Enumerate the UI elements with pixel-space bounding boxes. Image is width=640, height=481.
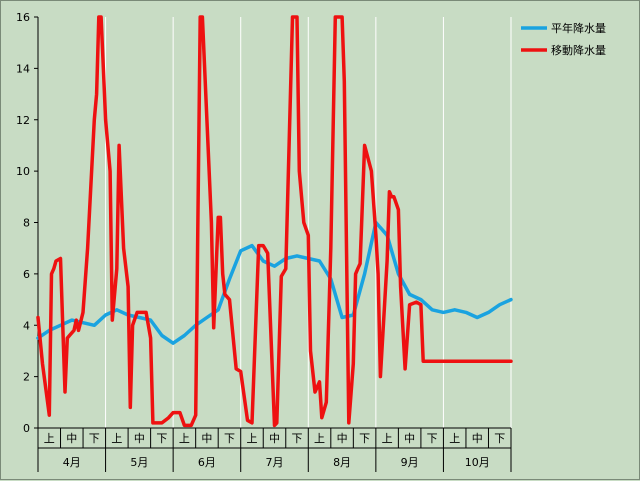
- x-period-label: 下: [292, 432, 303, 445]
- x-period-label: 上: [246, 432, 257, 445]
- x-period-label: 中: [404, 432, 415, 445]
- x-period-label: 下: [89, 432, 100, 445]
- y-tick-label: 10: [16, 165, 30, 178]
- x-period-label: 下: [156, 432, 167, 445]
- x-month-label: 6月: [198, 456, 216, 469]
- x-period-label: 上: [382, 432, 393, 445]
- x-period-label: 下: [494, 432, 505, 445]
- x-period-label: 中: [201, 432, 212, 445]
- x-period-label: 下: [359, 432, 370, 445]
- y-tick-label: 12: [16, 114, 30, 127]
- y-tick-label: 2: [23, 371, 30, 384]
- x-period-label: 上: [314, 432, 325, 445]
- series: [36, 15, 513, 428]
- y-tick-label: 0: [23, 422, 30, 435]
- x-month-label: 8月: [333, 456, 351, 469]
- y-tick-label: 16: [16, 11, 30, 24]
- series-line-2: [36, 15, 513, 428]
- x-period-label: 上: [44, 432, 55, 445]
- x-period-label: 下: [427, 432, 438, 445]
- legend-label-1: 平年降水量: [551, 21, 606, 35]
- plot-area: [38, 17, 511, 428]
- x-period-label: 中: [337, 432, 348, 445]
- x-month-label: 5月: [130, 456, 148, 469]
- y-tick-label: 6: [23, 268, 30, 281]
- y-tick-label: 14: [16, 62, 30, 75]
- x-period-label: 中: [134, 432, 145, 445]
- x-period-label: 上: [449, 432, 460, 445]
- x-period-label: 中: [269, 432, 280, 445]
- x-period-label: 中: [472, 432, 483, 445]
- x-period-label: 中: [66, 432, 77, 445]
- x-month-label: 4月: [63, 456, 81, 469]
- legend-label-2: 移動降水量: [551, 43, 606, 57]
- axes: 0246810121416上中下上中下上中下上中下上中下上中下上中下4月 5月 6月…: [16, 11, 512, 472]
- y-tick-label: 8: [23, 217, 30, 230]
- x-period-label: 上: [111, 432, 122, 445]
- x-month-label: 10月: [465, 456, 490, 469]
- y-tick-label: 4: [23, 319, 30, 332]
- x-month-label: 9月: [401, 456, 419, 469]
- x-period-label: 下: [224, 432, 235, 445]
- x-period-label: 上: [179, 432, 190, 445]
- series-line-1: [36, 220, 513, 345]
- x-month-label: 7月: [266, 456, 284, 469]
